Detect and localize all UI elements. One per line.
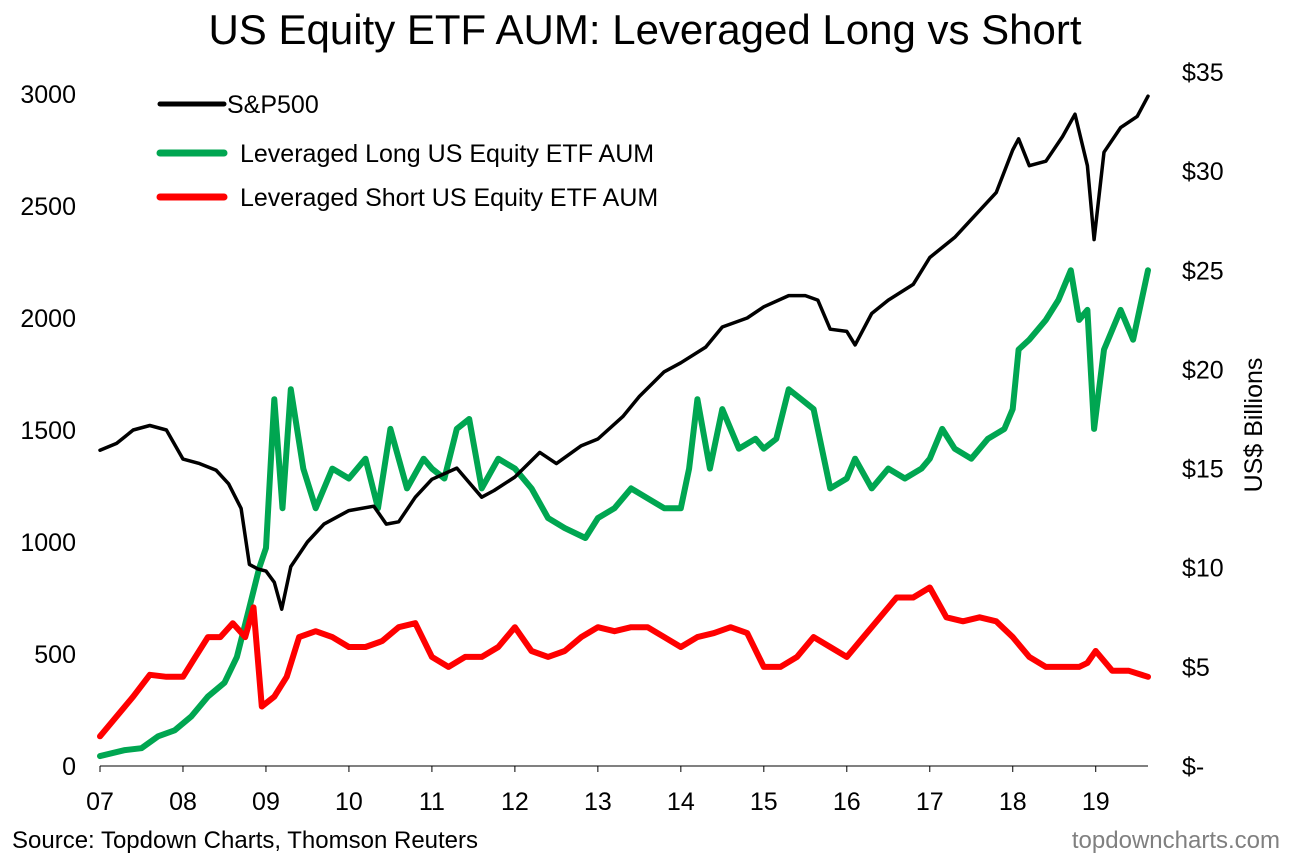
x-tick-label: 12 [501, 788, 529, 816]
left-tick-label: 1500 [20, 417, 76, 445]
left-tick-label: 500 [34, 641, 76, 669]
x-tick-label: 19 [1082, 788, 1110, 816]
right-tick-label: $15 [1182, 456, 1224, 484]
x-tick-label: 15 [750, 788, 778, 816]
right-axis-label: US$ Billions [1240, 358, 1268, 493]
right-axis-ticks: $- $5 $10 $15 $20 $25 $30 $35 [1182, 59, 1224, 781]
left-tick-label: 2000 [20, 305, 76, 333]
right-tick-label: $5 [1182, 654, 1210, 682]
left-tick-label: 1000 [20, 529, 76, 557]
right-tick-label: $10 [1182, 555, 1224, 583]
x-tick-label: 17 [916, 788, 944, 816]
leveraged-long-line [97, 267, 1151, 760]
right-tick-label: $35 [1182, 59, 1224, 87]
leveraged-short-line [97, 584, 1151, 740]
x-tick-label: 08 [169, 788, 197, 816]
x-tick-label: 18 [999, 788, 1027, 816]
x-tick-label: 16 [833, 788, 861, 816]
x-tick-label: 09 [252, 788, 280, 816]
legend: S&P500 Leveraged Long US Equity ETF AUM … [156, 91, 658, 212]
chart-title: US Equity ETF AUM: Leveraged Long vs Sho… [208, 6, 1081, 53]
x-tick-label: 07 [86, 788, 114, 816]
right-tick-label: $30 [1182, 158, 1224, 186]
x-axis-ticks: 07 08 09 10 11 12 13 14 15 16 17 18 19 [86, 766, 1110, 816]
legend-label-short: Leveraged Short US Equity ETF AUM [240, 184, 658, 212]
x-tick-label: 14 [667, 788, 695, 816]
series-group [97, 94, 1151, 760]
left-tick-label: 3000 [20, 81, 76, 109]
legend-label-long: Leveraged Long US Equity ETF AUM [240, 140, 654, 168]
left-tick-label: 2500 [20, 193, 76, 221]
x-tick-label: 11 [419, 788, 445, 816]
x-tick-label: 13 [584, 788, 612, 816]
right-tick-label: $25 [1182, 257, 1224, 285]
x-tick-label: 10 [335, 788, 363, 816]
brand-watermark: topdowncharts.com [1072, 827, 1280, 854]
left-tick-label: 0 [62, 753, 76, 781]
source-note: Source: Topdown Charts, Thomson Reuters [12, 827, 478, 854]
sp500-line [98, 94, 1150, 611]
right-tick-label: $- [1182, 753, 1204, 781]
legend-label-sp500: S&P500 [227, 91, 319, 119]
left-axis-ticks: 0 500 1000 1500 2000 2500 3000 [20, 81, 76, 781]
right-tick-label: $20 [1182, 356, 1224, 384]
